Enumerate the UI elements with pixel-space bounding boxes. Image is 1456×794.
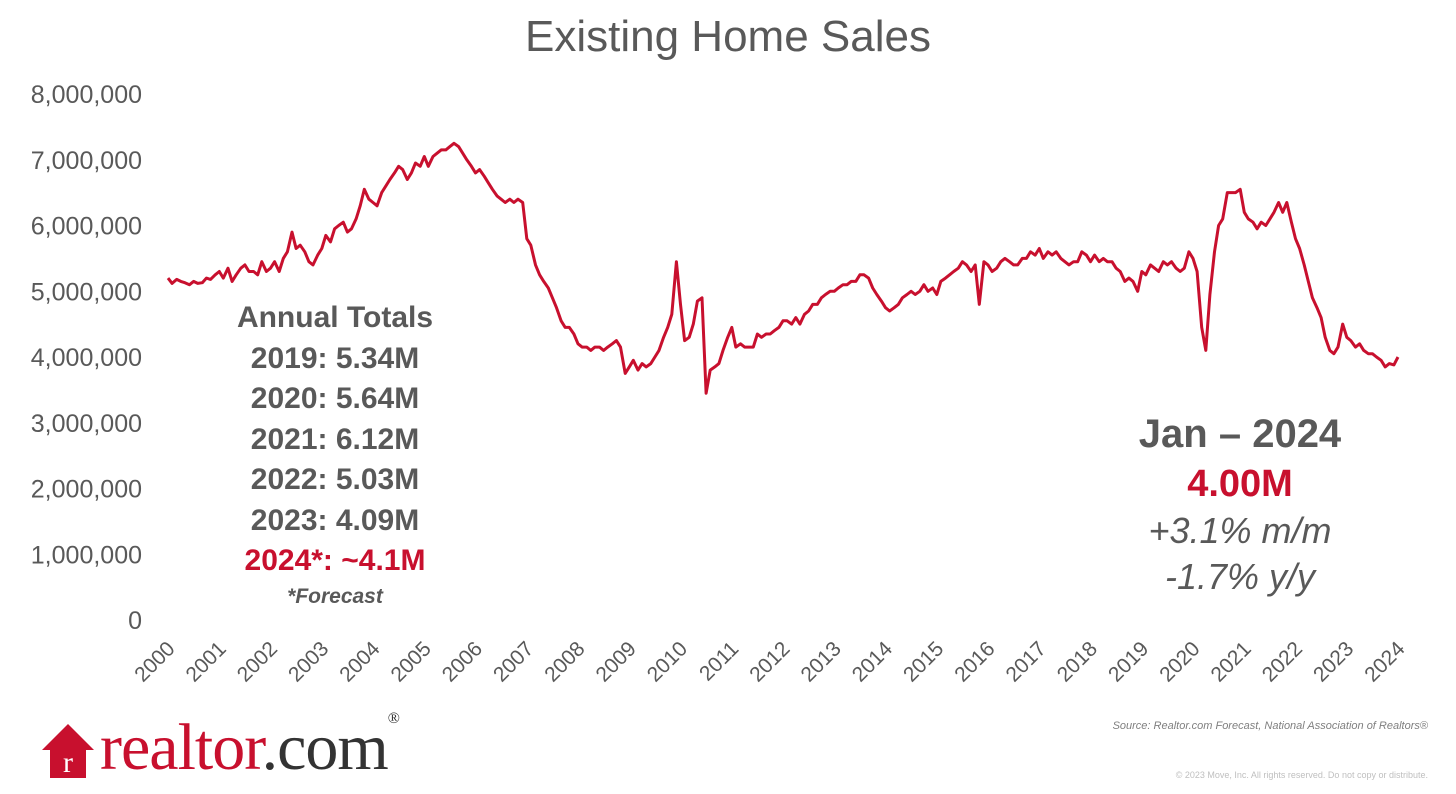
y-tick-label: 7,000,000 [31,147,142,175]
x-tick-label: 2008 [540,637,589,686]
x-tick-label: 2018 [1053,637,1102,686]
x-tick-label: 2004 [335,637,385,687]
x-tick-label: 2017 [1001,637,1050,686]
x-tick-label: 2014 [848,637,898,687]
x-tick-label: 2009 [591,637,640,686]
realtor-logo: r realtor.com® [40,710,400,794]
x-tick-label: 2024 [1360,637,1410,687]
logo-registered-mark: ® [387,710,400,727]
source-note: Source: Realtor.com Forecast, National A… [1112,720,1428,732]
x-tick-label: 2016 [950,637,999,686]
annual-total-row: 2020: 5.64M [250,382,420,415]
annual-total-row: 2022: 5.03M [250,463,420,496]
x-tick-label: 2015 [899,637,948,686]
y-tick-label: 4,000,000 [31,344,142,372]
y-tick-label: 0 [128,607,142,635]
x-tick-label: 2012 [745,637,794,686]
annual-totals-heading: Annual Totals [236,301,434,334]
callout-value: 4.00M [1187,463,1293,505]
x-tick-label: 2001 [181,637,230,686]
x-tick-label: 2021 [1206,637,1255,686]
y-tick-label: 5,000,000 [31,278,142,306]
logo-wordmark: realtor.com® [100,710,400,786]
annual-total-row: 2021: 6.12M [250,422,420,456]
logo-word-com: .com [261,711,389,784]
callout-month: Jan – 2024 [1138,412,1342,456]
x-tick-label: 2005 [386,637,435,686]
svg-text:r: r [63,746,73,779]
annual-total-row: 2023: 4.09M [250,503,420,537]
logo-word-realtor: realtor [100,711,263,784]
y-tick-label: 2,000,000 [31,476,142,504]
x-tick-label: 2003 [284,637,333,686]
callout-mom-change: +3.1% m/m [1148,510,1332,551]
series-line-existing-home-sales [166,141,1400,395]
x-tick-label: 2022 [1258,637,1307,686]
house-r-icon: r [42,724,94,779]
y-axis: 8,000,000 7,000,000 6,000,000 5,000,000 4,00… [31,81,142,635]
x-tick-label: 2011 [695,637,743,685]
x-tick-label: 2000 [130,637,179,686]
y-tick-label: 8,000,000 [31,81,142,109]
x-tick-label: 2023 [1309,637,1358,686]
x-axis: 2000 2001 2002 2003 2004 2005 2006 2007 2008 2009… [130,637,1410,687]
x-tick-label: 2019 [1104,637,1153,686]
x-tick-label: 2002 [233,637,282,686]
annual-total-row: 2019: 5.34M [250,341,420,375]
copyright-note: © 2023 Move, Inc. All rights reserved. D… [1175,770,1428,780]
annual-total-forecast-row: 2024*: ~4.1M [244,544,426,577]
x-tick-label: 2007 [489,637,538,686]
chart-title: Existing Home Sales [525,12,931,61]
y-tick-label: 6,000,000 [31,213,142,241]
callout-yoy-change: -1.7% y/y [1164,556,1316,597]
x-tick-label: 2020 [1155,637,1204,686]
annual-totals-panel: Annual Totals 2019: 5.34M 2020: 5.64M 20… [160,298,510,612]
x-tick-label: 2013 [796,637,845,686]
y-tick-label: 1,000,000 [31,541,142,569]
forecast-note: *Forecast [287,584,383,608]
x-tick-label: 2010 [643,637,692,686]
latest-value-callout: Jan – 2024 4.00M +3.1% m/m -1.7% y/y [1080,408,1400,600]
x-tick-label: 2006 [438,637,487,686]
y-tick-label: 3,000,000 [31,410,142,438]
